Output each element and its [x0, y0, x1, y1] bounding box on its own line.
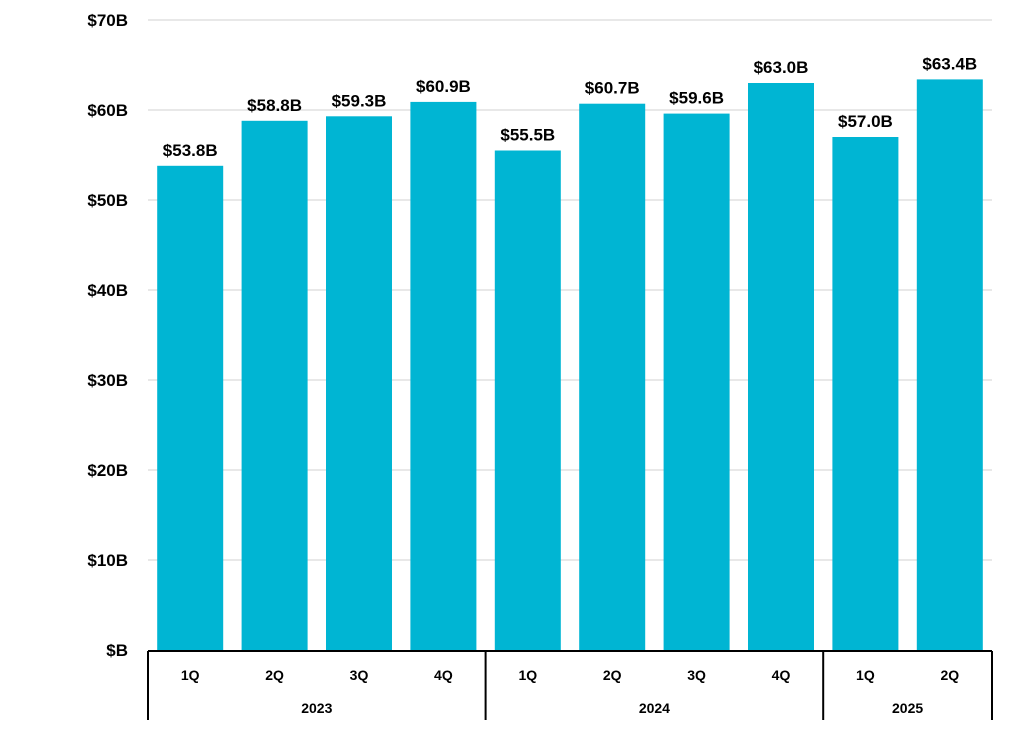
data-label: $63.4B — [922, 54, 977, 73]
bar — [663, 113, 730, 651]
x-group-label: 2024 — [639, 700, 670, 716]
x-category-label: 4Q — [434, 667, 453, 683]
data-label: $59.3B — [332, 91, 387, 110]
bar — [832, 137, 899, 650]
bar — [916, 79, 983, 650]
x-category-label: 1Q — [181, 667, 200, 683]
bar — [579, 103, 646, 650]
data-label: $60.9B — [416, 77, 471, 96]
x-category-label: 1Q — [856, 667, 875, 683]
bar — [494, 150, 561, 650]
x-category-label: 2Q — [265, 667, 284, 683]
y-tick-label: $30B — [87, 371, 128, 390]
data-label: $63.0B — [754, 58, 809, 77]
y-axis-ticks: $B $10B $20B $30B $40B $50B $60B $70B — [87, 11, 128, 660]
x-category-label: 4Q — [772, 667, 791, 683]
data-label: $53.8B — [163, 141, 218, 160]
y-tick-label: $B — [106, 641, 128, 660]
x-group-label: 2023 — [301, 700, 332, 716]
bar — [241, 120, 308, 651]
x-category-label: 2Q — [603, 667, 622, 683]
y-tick-label: $10B — [87, 551, 128, 570]
x-category-label: 2Q — [940, 667, 959, 683]
data-label: $60.7B — [585, 79, 640, 98]
y-tick-label: $50B — [87, 191, 128, 210]
bar — [326, 116, 392, 651]
bar — [157, 165, 224, 651]
y-tick-label: $40B — [87, 281, 128, 300]
data-label: $58.8B — [247, 96, 302, 115]
data-label: $55.5B — [500, 126, 555, 145]
y-tick-label: $20B — [87, 461, 128, 480]
data-label: $59.6B — [669, 89, 724, 108]
x-group-label: 2025 — [892, 700, 923, 716]
y-tick-label: $70B — [87, 11, 128, 30]
bar — [410, 101, 477, 650]
y-tick-label: $60B — [87, 101, 128, 120]
bars — [157, 79, 983, 651]
data-labels: $53.8B $58.8B $59.3B $60.9B $55.5B $60.7B $59.… — [163, 54, 977, 159]
data-label: $57.0B — [838, 112, 893, 131]
x-category-label: 3Q — [350, 667, 369, 683]
x-category-label: 3Q — [687, 667, 706, 683]
x-axis: 1Q 2Q 3Q 4Q 1Q 2Q 3Q 4Q 1Q 2Q 2023 2024 2025 — [147, 650, 993, 720]
x-category-label: 1Q — [518, 667, 537, 683]
bar — [748, 83, 814, 650]
